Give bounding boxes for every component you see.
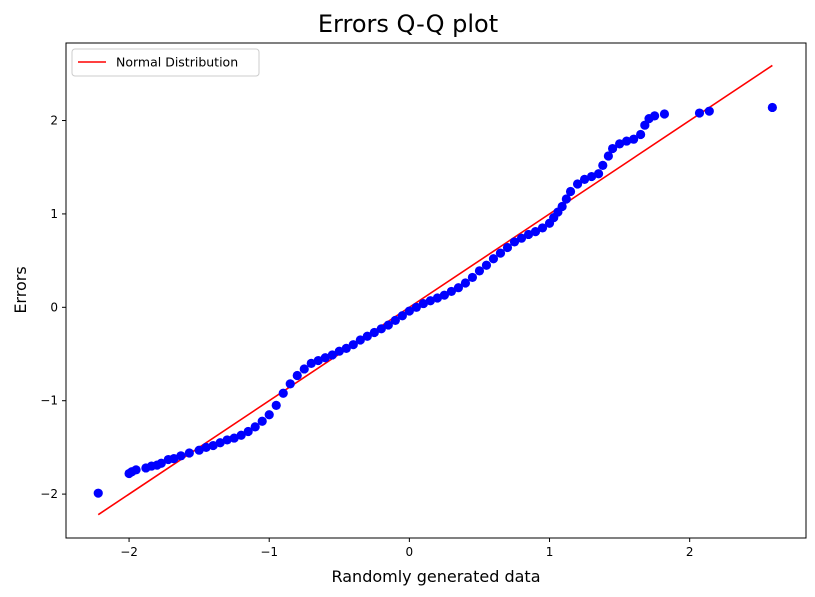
data-point xyxy=(432,293,443,303)
data-point xyxy=(306,358,316,368)
legend: Normal Distribution xyxy=(71,48,260,77)
data-point xyxy=(579,174,590,184)
data-point xyxy=(446,286,457,297)
data-point xyxy=(355,335,365,345)
data-point xyxy=(502,242,513,253)
data-point xyxy=(176,451,186,461)
y-axis-title: Errors xyxy=(11,266,30,313)
data-point xyxy=(509,237,520,247)
y-tick-label: −1 xyxy=(40,394,58,408)
data-point xyxy=(229,433,239,443)
data-point xyxy=(201,442,211,453)
data-point xyxy=(603,151,613,161)
data-point xyxy=(516,233,527,243)
data-point xyxy=(767,102,777,113)
data-point xyxy=(215,438,225,448)
data-point xyxy=(537,223,548,233)
data-point xyxy=(453,283,464,293)
data-point xyxy=(411,302,421,312)
data-point xyxy=(629,134,639,144)
data-point xyxy=(607,143,618,154)
data-point xyxy=(586,171,597,182)
data-point xyxy=(390,315,400,325)
data-point xyxy=(222,435,232,445)
data-point xyxy=(523,229,534,240)
data-point xyxy=(418,298,428,309)
y-tick-label: 1 xyxy=(50,207,58,221)
data-point xyxy=(404,306,414,316)
data-point xyxy=(250,422,260,432)
data-point xyxy=(439,290,450,300)
data-point xyxy=(278,388,288,398)
data-point xyxy=(425,296,435,306)
data-point xyxy=(397,311,407,321)
data-point xyxy=(561,194,571,204)
data-point xyxy=(184,448,194,458)
data-point xyxy=(208,440,218,451)
chart-title: Errors Q-Q plot xyxy=(318,10,498,38)
data-point xyxy=(93,488,103,498)
data-point xyxy=(194,445,204,455)
data-point xyxy=(460,278,471,288)
data-point xyxy=(292,370,302,381)
data-point xyxy=(659,109,670,119)
legend-box xyxy=(71,48,260,77)
data-point xyxy=(341,343,351,354)
data-point xyxy=(622,136,632,146)
data-point xyxy=(572,179,583,189)
data-point xyxy=(467,272,478,283)
data-point xyxy=(243,426,253,437)
data-point xyxy=(488,254,499,264)
data-point xyxy=(257,416,267,426)
plot-marks xyxy=(93,64,777,516)
x-axis-title: Randomly generated data xyxy=(331,567,540,586)
normal-distribution-line xyxy=(97,64,773,516)
y-axis: −2 −1 0 1 2 xyxy=(40,114,66,501)
plot-frame xyxy=(65,42,807,539)
data-point xyxy=(376,324,386,334)
data-point xyxy=(598,160,608,170)
data-point xyxy=(593,169,604,179)
data-point xyxy=(530,227,541,237)
legend-label-normal-distribution: Normal Distribution xyxy=(116,55,238,70)
data-point xyxy=(320,353,330,363)
data-point xyxy=(694,108,705,118)
data-point xyxy=(271,400,281,410)
x-tick-label: 2 xyxy=(686,545,694,559)
data-point xyxy=(327,350,337,360)
x-tick-label: 0 xyxy=(406,545,414,559)
data-point xyxy=(481,260,492,270)
data-point xyxy=(495,248,506,258)
data-point xyxy=(169,454,179,464)
data-point xyxy=(704,106,714,116)
data-point xyxy=(264,410,274,420)
data-point xyxy=(636,129,646,140)
data-point xyxy=(236,430,246,440)
data-point xyxy=(640,120,650,130)
y-tick-label: 0 xyxy=(50,300,58,314)
data-point xyxy=(557,201,567,212)
x-tick-label: 1 xyxy=(546,545,554,559)
data-point xyxy=(383,320,393,330)
data-point xyxy=(313,355,323,366)
y-tick-label: −2 xyxy=(40,487,58,501)
x-tick-label: −1 xyxy=(260,545,278,559)
data-point xyxy=(131,465,141,475)
data-point xyxy=(299,364,309,374)
x-tick-label: −2 xyxy=(120,545,138,559)
data-point xyxy=(650,111,660,121)
data-point xyxy=(474,266,485,276)
data-point xyxy=(565,186,576,197)
data-point xyxy=(334,346,344,356)
data-point xyxy=(285,379,295,389)
data-point xyxy=(348,340,358,350)
y-tick-label: 2 xyxy=(50,114,58,128)
data-point xyxy=(614,139,625,149)
data-point xyxy=(369,327,379,338)
data-point xyxy=(156,458,166,468)
data-point xyxy=(362,331,372,341)
x-axis: −2 −1 0 1 2 xyxy=(120,538,693,559)
